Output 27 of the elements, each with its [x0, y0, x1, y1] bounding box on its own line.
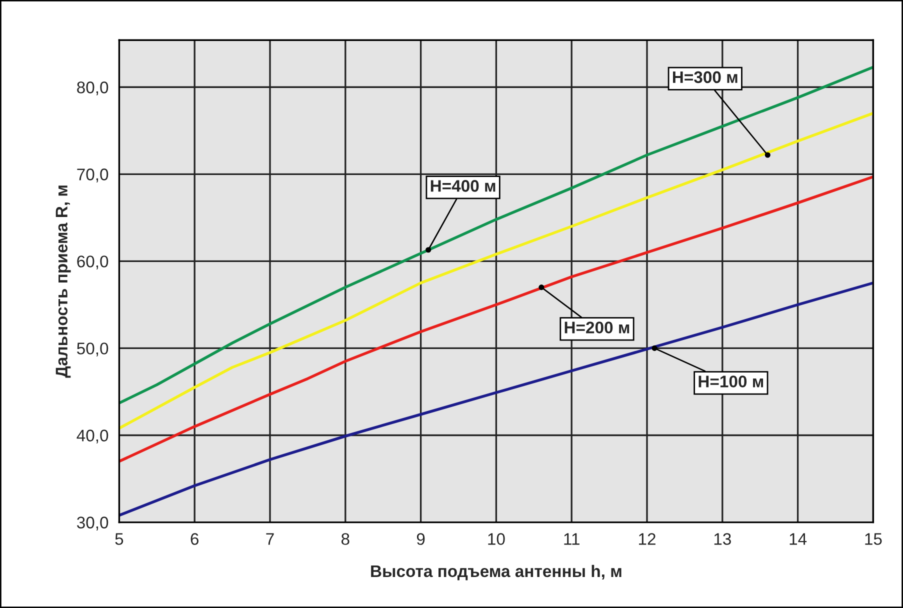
y-axis-title: Дальность приема R, м — [56, 186, 71, 378]
annotation: H=300 м — [672, 71, 738, 84]
x-tick-label: 10 — [488, 533, 505, 545]
x-tick-label: 8 — [341, 533, 350, 545]
x-tick-label: 14 — [790, 533, 807, 545]
x-tick-label: 13 — [714, 533, 731, 545]
x-tick-label: 12 — [639, 533, 656, 545]
annotation: H=400 м — [430, 180, 496, 192]
x-tick-label: 15 — [865, 533, 882, 545]
y-tick-label: 50,0 — [77, 342, 108, 356]
x-tick-label: 6 — [190, 533, 198, 545]
y-tick-label: 60,0 — [77, 256, 108, 270]
x-tick-label: 5 — [115, 533, 124, 545]
x-tick-label: 9 — [416, 533, 425, 545]
annotation: H=100 м — [698, 376, 764, 388]
line-series — [119, 175, 874, 463]
x-tick-label: 11 — [564, 533, 580, 545]
y-tick-label: 40,0 — [76, 430, 108, 444]
line-series — [119, 112, 874, 430]
x-tick-label: 7 — [266, 533, 274, 545]
line-series — [119, 66, 874, 404]
y-tick-label: 80,0 — [77, 82, 108, 96]
y-tick-label: 70,0 — [77, 168, 108, 182]
line-series — [119, 282, 874, 517]
x-axis-title: Высота подъема антенны h, м — [371, 564, 622, 580]
annotation: H=200 м — [564, 322, 630, 334]
y-tick-label: 30,0 — [76, 516, 108, 530]
